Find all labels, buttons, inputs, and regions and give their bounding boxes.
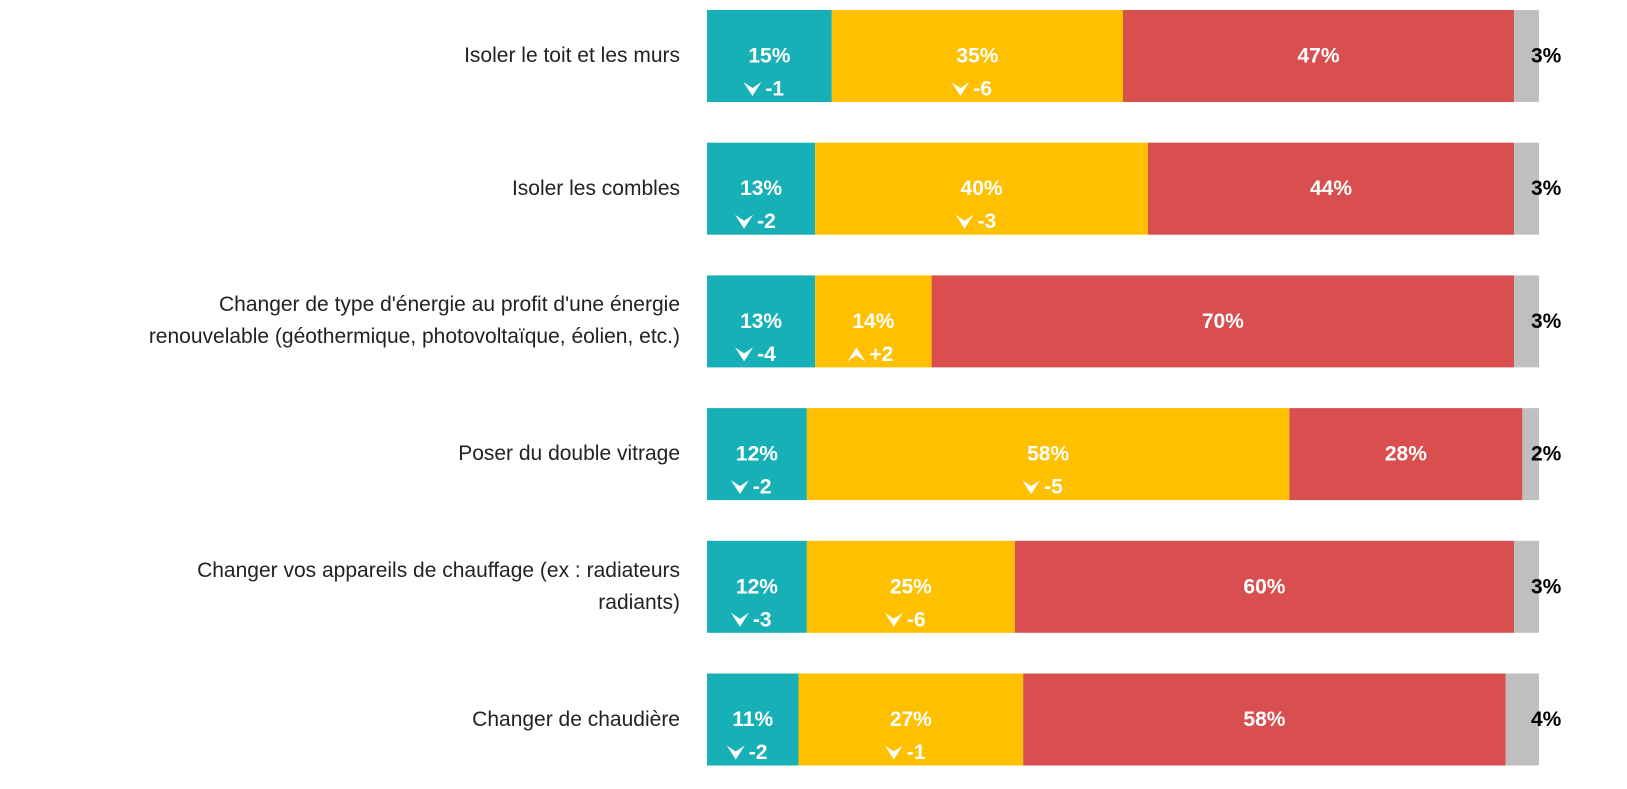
delta-label: -3 — [753, 608, 772, 631]
value-label: 3% — [1531, 45, 1562, 68]
bar-segment — [1023, 673, 1506, 766]
value-label: 13% — [740, 177, 782, 200]
value-label: 70% — [1202, 310, 1244, 333]
bar-segment — [1289, 408, 1523, 501]
bar-segment — [815, 275, 932, 368]
value-label: 60% — [1243, 575, 1285, 598]
bar-segment — [1505, 673, 1539, 766]
delta-arrow — [847, 347, 866, 362]
bar-segment — [1014, 540, 1515, 633]
bar-segment — [806, 408, 1290, 501]
delta-arrow — [730, 480, 749, 495]
delta-arrow — [884, 612, 903, 627]
delta-label: -2 — [749, 741, 768, 764]
bar-segment — [707, 408, 807, 501]
delta-arrow — [735, 214, 754, 229]
delta-arrow — [1022, 480, 1041, 495]
delta-label: -1 — [907, 741, 926, 764]
delta-arrow — [743, 82, 762, 96]
delta-label: -6 — [973, 78, 992, 101]
bar-segment — [1123, 10, 1515, 102]
delta-label: -1 — [765, 78, 784, 101]
value-label: 25% — [890, 575, 932, 598]
delta-arrow — [735, 347, 754, 362]
value-label: 3% — [1531, 177, 1562, 200]
value-label: 44% — [1310, 177, 1352, 200]
bar-segment — [1514, 10, 1539, 102]
bar-segment — [798, 673, 1024, 766]
bar-segment — [1514, 275, 1539, 368]
delta-label: -2 — [757, 210, 776, 233]
delta-arrow — [955, 214, 974, 229]
category-label: Isoler le toit et les murs — [464, 44, 680, 67]
bar-segment — [1522, 408, 1539, 501]
value-label: 11% — [732, 708, 773, 731]
delta-arrow — [730, 612, 749, 627]
delta-label: +2 — [869, 343, 893, 366]
value-label: 58% — [1027, 443, 1069, 466]
value-label: 13% — [740, 310, 782, 333]
category-label: Changer vos appareils de chauffage (ex :… — [197, 558, 680, 614]
bar-segment — [707, 275, 816, 368]
bar-segment — [806, 540, 1015, 633]
bar-segment — [707, 142, 816, 235]
value-label: 14% — [852, 310, 894, 333]
value-label: 4% — [1531, 708, 1562, 731]
delta-label: -5 — [1044, 476, 1063, 499]
delta-label: -6 — [907, 608, 926, 631]
value-label: 3% — [1531, 310, 1562, 333]
bar-segment — [1147, 142, 1515, 235]
value-label: 12% — [736, 443, 778, 466]
bar-segment — [815, 142, 1148, 235]
delta-label: -3 — [978, 210, 997, 233]
category-label: Poser du double vitrage — [458, 442, 680, 466]
value-label: 47% — [1298, 45, 1340, 68]
value-label: 2% — [1531, 443, 1562, 466]
delta-label: -2 — [753, 476, 772, 499]
bar-segment — [707, 540, 807, 633]
value-label: 15% — [748, 45, 790, 68]
bar-segment — [707, 10, 832, 102]
value-label: 28% — [1385, 443, 1427, 466]
bar-segment — [707, 673, 799, 766]
category-label: Changer de chaudière — [472, 707, 680, 731]
bar-segment — [1514, 142, 1539, 235]
value-label: 12% — [736, 575, 778, 598]
bar-segment — [1514, 540, 1539, 633]
category-label: Isoler les combles — [511, 176, 680, 200]
value-label: 35% — [956, 45, 998, 68]
bar-segment — [931, 275, 1515, 368]
bar-segment — [831, 10, 1123, 102]
delta-label: -4 — [757, 343, 776, 366]
category-label: Changer de type d'énergie au profit d'un… — [148, 293, 680, 349]
delta-arrow — [951, 82, 970, 96]
delta-arrow — [726, 745, 745, 760]
delta-arrow — [884, 745, 903, 760]
value-label: 27% — [890, 708, 932, 731]
value-label: 3% — [1531, 575, 1562, 598]
value-label: 58% — [1243, 708, 1285, 731]
value-label: 40% — [961, 177, 1003, 200]
